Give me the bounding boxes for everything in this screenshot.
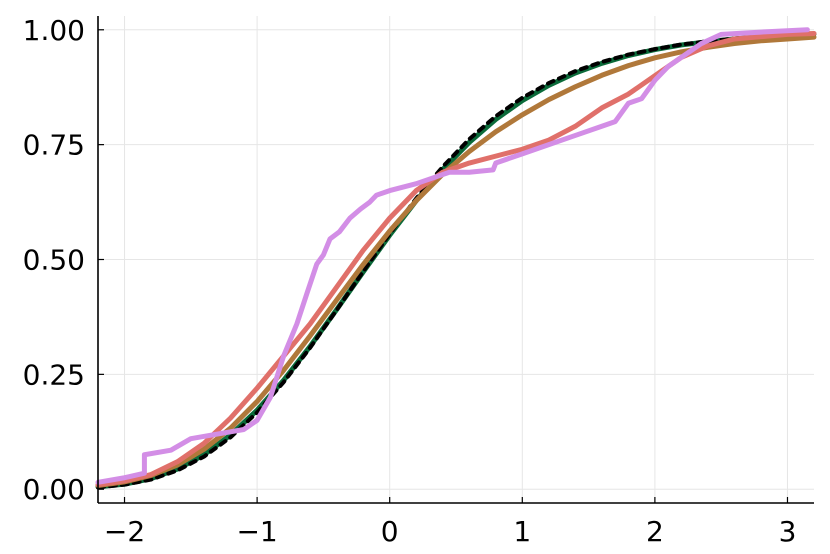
x-tick-label: −2 [104,515,145,548]
axes [97,16,814,504]
y-tick-label: 0.25 [23,358,85,391]
x-tick-label: 2 [646,515,664,548]
y-tick-label: 0.00 [23,473,85,506]
x-tick-label: 3 [779,515,797,548]
tick-labels: −2 −1 0 1 2 3 0.00 0.25 0.50 0.75 1.00 [23,14,797,548]
y-tick-label: 0.50 [23,244,85,277]
grid [98,16,814,503]
x-tick-label: 0 [381,515,399,548]
y-tick-label: 1.00 [23,14,85,47]
series-layer [95,27,817,490]
x-tick-label: 1 [513,515,531,548]
series-line-4 [95,30,817,488]
series-line-3 [95,34,817,489]
series-line-1 [95,31,817,490]
x-tick-label: −1 [236,515,277,548]
series-line-5 [95,27,810,485]
series-line-2 [96,31,816,490]
y-tick-label: 0.75 [23,129,85,162]
